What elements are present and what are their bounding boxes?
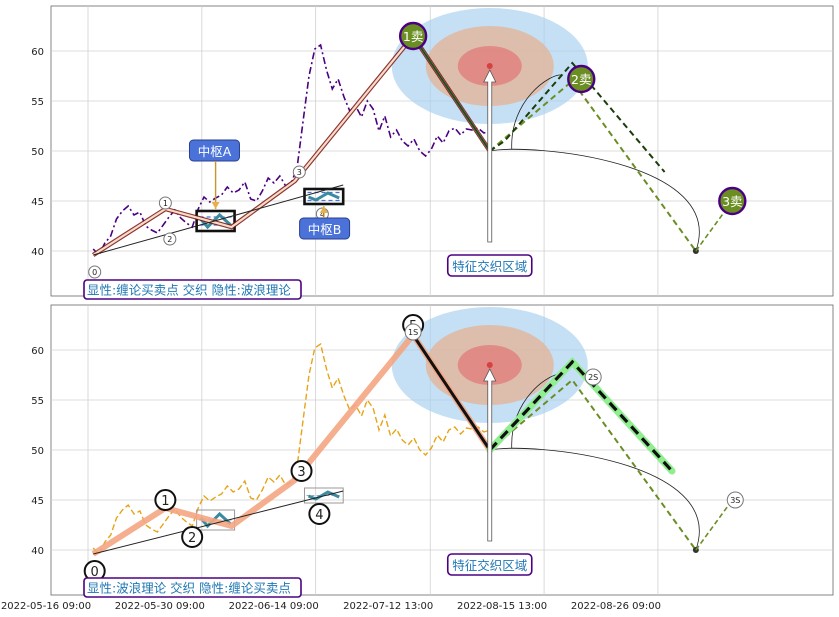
bottom-pen-label-circle: [181, 526, 204, 548]
bottom-ytick-label: 55: [31, 396, 44, 407]
top-price-series: [92, 43, 491, 257]
top-pen-label-circle: [88, 265, 102, 279]
top-ytick-label: 60: [31, 47, 44, 58]
top-legend: 显性:缠论买卖点 交织 隐性:波浪理论: [83, 279, 302, 300]
bottom-pen-label: 4: [315, 508, 323, 523]
top-hub-arrowhead: [319, 206, 328, 213]
bottom-pen-label: 3: [297, 465, 305, 480]
top-sell-signal-marker: [398, 21, 428, 51]
bottom-chart-content: 0123451S2S3S特征交织区域: [83, 314, 744, 582]
bottom-price-series: [92, 342, 491, 556]
bottom-hub-box-1: [304, 487, 344, 504]
x-tick-label: 2022-08-15 13:00: [457, 601, 547, 612]
top-pen-label: 0: [92, 268, 97, 277]
bottom-y-axis: 40 45 50 55 60: [31, 346, 44, 557]
x-tick-label: 2022-05-16 09:00: [1, 601, 91, 612]
bottom-pen-label: 2: [188, 531, 196, 546]
bottom-pen-label: 0: [91, 565, 99, 580]
bottom-hub-box-0: [196, 509, 236, 531]
top-hub-label: 中枢A: [198, 144, 232, 159]
top-hub-label: 中枢B: [308, 222, 342, 237]
top-sell-signal-label: 2卖: [571, 72, 591, 87]
bottom-projection-dark: [488, 359, 674, 473]
top-projection-dark: [489, 61, 666, 173]
top-pen-label-circle: [158, 196, 172, 210]
top-sell-signal-label: 3卖: [722, 194, 742, 209]
top-sell-signal-label: 1卖: [403, 29, 423, 44]
bottom-pen-label-circle: [404, 323, 422, 341]
top-sell-signal-marker: [567, 64, 596, 94]
top-y-axis: 40 45 50 55 60: [31, 47, 44, 258]
top-hub-label-box: [299, 217, 351, 240]
bottom-chart-panel: 0 1 2 3 45 1S 2S 3S 特征交织区域 40 45 50 55 60 显性:波浪理论 交织…: [31, 304, 834, 598]
top-hub-inner-zigzag: [307, 191, 340, 202]
top-zone-label: 特征交织区域: [452, 259, 527, 274]
top-sell-signal-marker: [718, 186, 747, 216]
bottom-pen-label: 1S: [408, 328, 418, 337]
bottom-ytick-label: 50: [31, 446, 44, 457]
bottom-legend: 显性:波浪理论 交织 隐性:缠论买卖点: [83, 577, 302, 598]
top-ytick-label: 40: [31, 247, 44, 258]
top-trend-line: [93, 184, 344, 256]
bottom-pen-label-circle: [154, 489, 177, 511]
top-chart-panel: 0 1 2 3 4 1卖 2卖 3卖 中枢A 中枢B 特征交织区域 40 45 50 55 60 显性:缠论…: [31, 5, 834, 300]
top-pen-label: 1: [163, 199, 168, 208]
top-hub-arrowhead: [211, 202, 220, 209]
bottom-ytick-label: 40: [31, 546, 44, 557]
bottom-ytick-label: 60: [31, 346, 44, 357]
top-interweave-zone: [391, 8, 588, 124]
top-pen-label: 3: [297, 168, 302, 177]
top-pen-label: 4: [320, 210, 325, 219]
bottom-legend-text: 显性:波浪理论 交织 隐性:缠论买卖点: [87, 581, 291, 596]
top-cycle-arc-small: [511, 74, 563, 150]
x-tick-label: 2022-05-30 09:00: [115, 601, 205, 612]
bottom-hub-inner-zigzag: [307, 490, 340, 501]
top-segment-line: [412, 35, 491, 152]
top-pen-label-circle: [163, 232, 177, 246]
top-zone-arrow: [483, 69, 497, 243]
bottom-pen-label-circle: [308, 503, 331, 525]
x-tick-label: 2022-08-26 09:00: [571, 601, 661, 612]
bottom-zone-label-box: [446, 553, 533, 576]
bottom-zone-arrow: [483, 368, 497, 542]
bottom-target-dot: [486, 362, 493, 368]
bottom-projection-tail: [695, 499, 733, 551]
top-ytick-label: 45: [31, 197, 44, 208]
x-axis: 2022-05-16 09:00 2022-05-30 09:00 2022-06-…: [1, 601, 661, 612]
bottom-pen-label-circle: [584, 368, 602, 386]
bottom-pen-label: 2S: [588, 373, 598, 382]
top-ytick-label: 55: [31, 97, 44, 108]
top-zone-label-box: [446, 254, 533, 277]
bottom-zone-label: 特征交织区域: [452, 558, 527, 573]
top-legend-text: 显性:缠论买卖点 交织 隐性:波浪理论: [87, 283, 291, 298]
top-pen-label: 2: [167, 235, 172, 244]
top-ytick-label: 50: [31, 147, 44, 158]
bottom-ytick-label: 45: [31, 496, 44, 507]
x-tick-label: 2022-07-12 13:00: [343, 601, 433, 612]
top-target-dot: [486, 63, 493, 69]
bottom-pen-label-circle: [726, 491, 744, 509]
bottom-pen-label: 3S: [730, 496, 740, 505]
bottom-pen-label: 1: [161, 494, 169, 509]
top-pen-label-circle: [292, 165, 306, 179]
top-hub-label-box: [188, 139, 240, 162]
x-tick-label: 2022-06-14 09:00: [229, 601, 319, 612]
bottom-pen-label-circle: [290, 460, 313, 482]
top-hub-box-0: [195, 209, 236, 233]
bottom-segment-line: [411, 334, 492, 451]
bottom-trend-line: [93, 490, 344, 555]
top-hub-box-1: [303, 187, 345, 206]
